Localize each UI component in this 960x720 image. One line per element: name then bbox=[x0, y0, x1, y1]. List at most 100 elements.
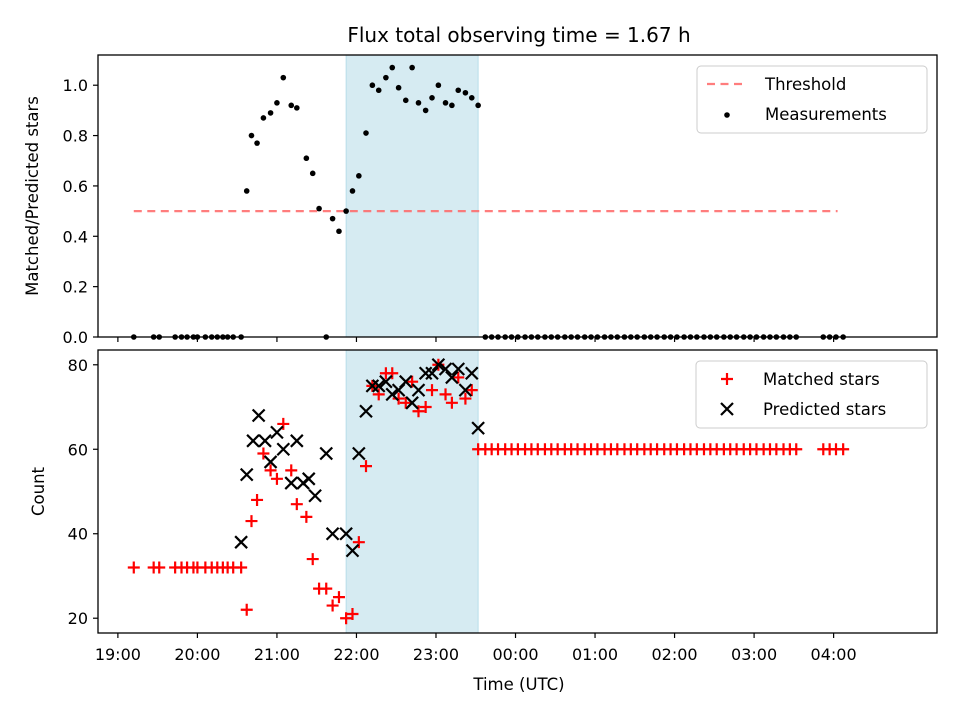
matched-star-marker bbox=[445, 396, 458, 409]
measurement-point bbox=[294, 105, 300, 111]
bottom-x-tick-label: 23:00 bbox=[413, 645, 459, 664]
predicted-star-marker bbox=[319, 446, 334, 461]
matched-star-marker bbox=[332, 591, 345, 604]
measurement-point bbox=[274, 100, 280, 106]
predicted-star-marker bbox=[425, 366, 439, 381]
bottom-y-tick-label: 40 bbox=[68, 525, 88, 544]
bottom-y-tick-label: 20 bbox=[68, 609, 88, 628]
top-x-axis bbox=[117, 337, 835, 342]
bottom-x-tick-label: 19:00 bbox=[95, 645, 141, 664]
matched-star-marker bbox=[300, 510, 313, 523]
measurement-point bbox=[260, 115, 267, 121]
measurement-point bbox=[375, 87, 382, 94]
predicted-star-marker bbox=[301, 472, 316, 486]
matched-star-marker bbox=[285, 464, 298, 477]
bottom-x-tick-label: 02:00 bbox=[652, 645, 698, 664]
legend-measurements-marker bbox=[724, 112, 730, 118]
predicted-star-marker bbox=[251, 408, 266, 423]
measurement-point bbox=[429, 95, 435, 101]
predicted-star-marker bbox=[398, 374, 413, 389]
measurement-point bbox=[243, 188, 250, 194]
matched-star-marker bbox=[392, 392, 405, 405]
predicted-stars-series bbox=[234, 358, 485, 558]
predicted-star-marker bbox=[385, 387, 400, 402]
bottom-x-tick-label: 00:00 bbox=[492, 645, 538, 664]
top-axes-frame bbox=[97, 54, 938, 338]
predicted-star-marker bbox=[308, 488, 322, 503]
measurement-point bbox=[475, 102, 481, 109]
measurement-point bbox=[395, 84, 402, 91]
matched-star-marker bbox=[245, 515, 258, 528]
matched-star-marker bbox=[306, 553, 319, 566]
bottom-y-tick-label: 60 bbox=[68, 440, 88, 459]
legend-matched-marker bbox=[721, 373, 733, 385]
matched-star-marker bbox=[452, 371, 465, 384]
top-y-tick-label: 0.0 bbox=[63, 328, 88, 347]
measurement-point bbox=[288, 102, 295, 109]
bottom-y-axis: 20 40 60 80 bbox=[68, 356, 98, 628]
bottom-axes-frame bbox=[97, 349, 938, 634]
top-y-tick-label: 0.4 bbox=[63, 227, 88, 246]
measurement-point bbox=[336, 228, 342, 235]
matched-star-marker bbox=[346, 607, 359, 620]
measurement-point bbox=[254, 140, 260, 146]
measurement-point bbox=[316, 205, 322, 212]
measurement-point bbox=[415, 100, 422, 106]
measurement-point bbox=[462, 89, 469, 96]
matched-star-marker bbox=[459, 392, 472, 405]
predicted-star-marker bbox=[345, 543, 360, 558]
top-y-tick-label: 1.0 bbox=[63, 76, 88, 95]
measurement-point bbox=[309, 170, 316, 177]
measurement-point bbox=[343, 208, 349, 214]
matched-star-marker bbox=[153, 561, 166, 574]
measurement-point bbox=[442, 100, 449, 106]
bottom-y-tick-label: 80 bbox=[68, 356, 88, 375]
top-y-tick-label: 0.6 bbox=[63, 177, 88, 196]
matched-star-marker bbox=[290, 498, 303, 511]
bottom-x-tick-label: 04:00 bbox=[811, 645, 857, 664]
matched-star-marker bbox=[412, 405, 425, 418]
matched-star-marker bbox=[240, 603, 253, 616]
predicted-star-marker bbox=[458, 383, 473, 397]
bottom-x-tick-label: 03:00 bbox=[731, 645, 777, 664]
matched-star-marker bbox=[127, 561, 140, 574]
matched-star-marker bbox=[264, 464, 277, 477]
legend-matched-label: Matched stars bbox=[763, 370, 880, 389]
predicted-star-marker bbox=[290, 434, 304, 448]
predicted-star-marker bbox=[234, 535, 248, 549]
top-panel: 0.0 0.2 0.4 0.6 0.8 1.0 Matched/Predicted sta… bbox=[23, 54, 938, 347]
measurement-point bbox=[363, 130, 369, 136]
predicted-star-marker bbox=[431, 358, 446, 372]
matched-star-marker bbox=[340, 612, 353, 625]
measurement-point bbox=[455, 87, 462, 94]
bottom-y-axis-label: Count bbox=[29, 466, 48, 516]
measurement-point bbox=[267, 110, 274, 116]
matched-star-marker bbox=[251, 493, 264, 506]
matched-star-marker bbox=[326, 599, 339, 612]
matched-star-marker bbox=[426, 384, 439, 397]
predicted-star-marker bbox=[239, 467, 254, 482]
top-shaded-interval bbox=[345, 54, 479, 338]
measurement-point bbox=[329, 215, 336, 222]
bottom-x-tick-label: 21:00 bbox=[254, 645, 300, 664]
top-y-tick-label: 0.8 bbox=[63, 127, 88, 146]
matched-star-marker bbox=[277, 417, 290, 430]
predicted-star-marker bbox=[471, 421, 485, 435]
measurement-point bbox=[449, 102, 455, 109]
matched-star-marker bbox=[270, 472, 283, 485]
matched-star-marker bbox=[360, 460, 373, 473]
top-legend: Threshold Measurements bbox=[696, 65, 928, 134]
predicted-star-marker bbox=[258, 434, 272, 448]
measurement-point bbox=[409, 64, 415, 71]
predicted-star-marker bbox=[365, 379, 380, 393]
predicted-star-marker bbox=[438, 362, 453, 376]
bottom-x-tick-label: 20:00 bbox=[174, 645, 220, 664]
measurement-point bbox=[280, 74, 287, 81]
matched-star-marker bbox=[439, 388, 452, 401]
bottom-x-tick-label: 01:00 bbox=[572, 645, 618, 664]
matched-star-marker bbox=[257, 447, 270, 460]
measurement-point bbox=[422, 107, 429, 114]
matched-star-marker bbox=[406, 375, 419, 388]
top-y-axis-label: Matched/Predicted stars bbox=[23, 96, 42, 296]
